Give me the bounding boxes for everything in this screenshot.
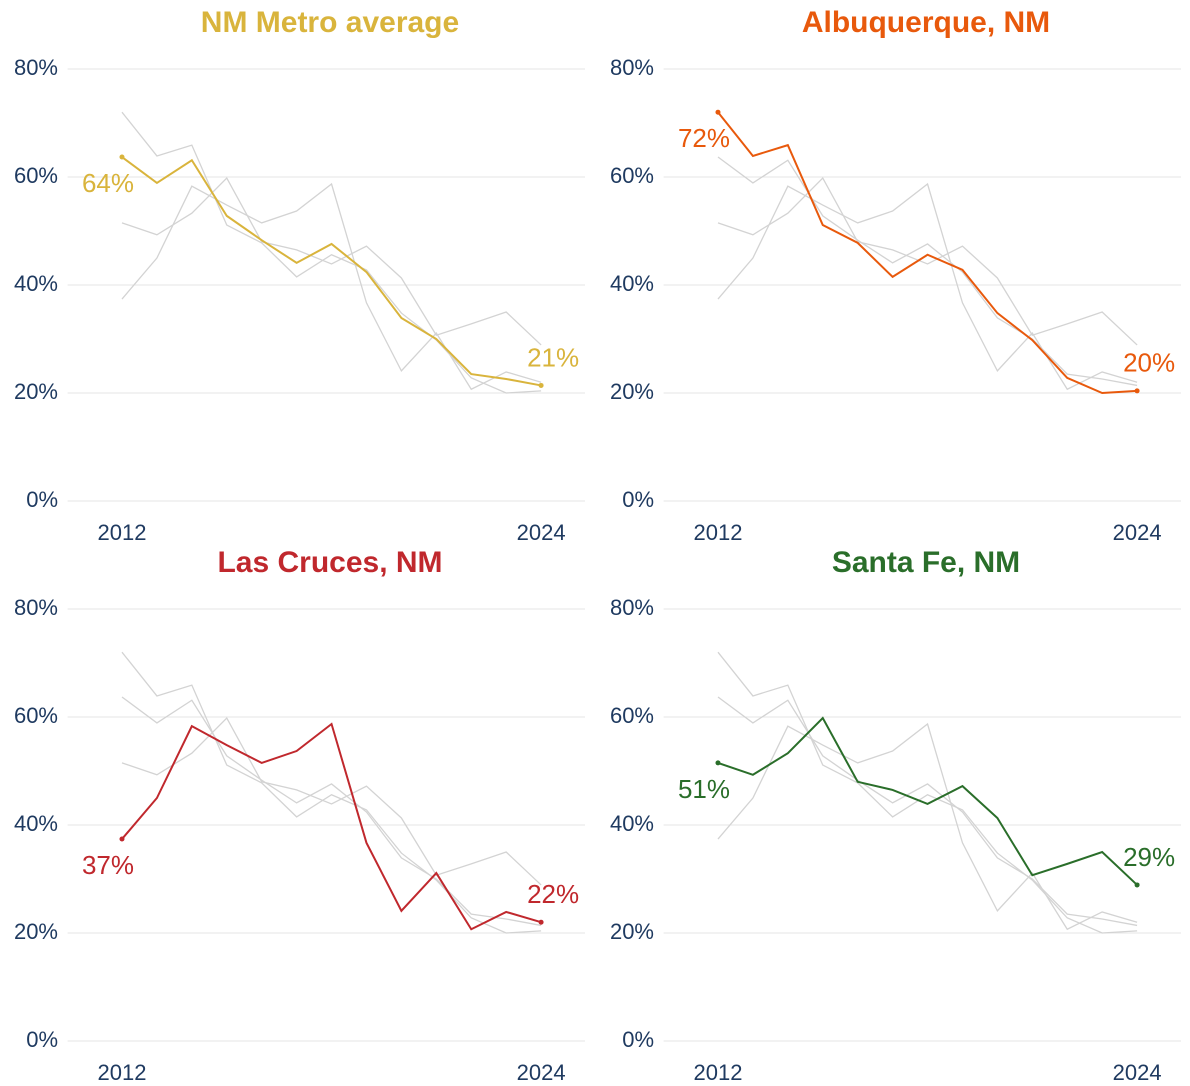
series-line	[121, 111, 542, 394]
series-line	[121, 177, 542, 346]
x-tick-label: 2012	[98, 520, 147, 545]
y-tick-label: 0%	[26, 487, 58, 512]
series-line	[717, 156, 1138, 387]
x-tick-label: 2024	[517, 1060, 566, 1085]
x-tick-label: 2012	[694, 520, 743, 545]
point	[538, 382, 544, 388]
point	[119, 836, 125, 842]
series-line	[717, 696, 1138, 927]
y-tick-label: 60%	[14, 703, 58, 728]
panel-title: NM Metro average	[201, 6, 459, 39]
y-tick-label: 40%	[14, 811, 58, 836]
data-label: 21%	[527, 342, 579, 372]
data-label: 20%	[1123, 348, 1175, 378]
series-line	[121, 717, 542, 886]
y-tick-label: 80%	[610, 595, 654, 620]
panel: NM Metro average 0% 20% 40% 60% 80% 2012 2024 64…	[14, 6, 585, 545]
series-line	[121, 722, 542, 931]
panel-title: Albuquerque, NM	[802, 6, 1050, 39]
data-label: 29%	[1123, 842, 1175, 872]
data-label: 37%	[82, 850, 134, 880]
x-tick-label: 2012	[98, 1060, 147, 1085]
panel: Santa Fe, NM 0% 20% 40% 60% 80% 2012 2024 51% 29%	[610, 546, 1181, 1085]
point	[119, 154, 125, 160]
panel: Albuquerque, NM 0% 20% 40% 60% 80% 2012 2024 72%…	[610, 6, 1181, 545]
point	[715, 109, 721, 115]
y-tick-label: 20%	[610, 919, 654, 944]
y-tick-label: 60%	[610, 703, 654, 728]
data-label: 22%	[527, 879, 579, 909]
point	[1134, 388, 1140, 394]
y-tick-label: 40%	[14, 271, 58, 296]
y-tick-label: 80%	[14, 595, 58, 620]
series-line	[717, 177, 1138, 346]
y-tick-label: 20%	[610, 379, 654, 404]
x-tick-label: 2024	[1113, 520, 1162, 545]
series-line	[717, 716, 1138, 886]
y-tick-label: 20%	[14, 919, 58, 944]
y-tick-label: 80%	[610, 55, 654, 80]
x-tick-label: 2024	[517, 520, 566, 545]
series-line	[121, 651, 542, 934]
panel: Las Cruces, NM 0% 20% 40% 60% 80% 2012 2024 37% 2…	[14, 546, 585, 1085]
y-tick-label: 60%	[14, 163, 58, 188]
y-tick-label: 0%	[622, 487, 654, 512]
y-tick-label: 0%	[26, 1027, 58, 1052]
y-tick-label: 40%	[610, 271, 654, 296]
y-tick-label: 0%	[622, 1027, 654, 1052]
series-line	[717, 182, 1138, 391]
series-line	[717, 651, 1138, 934]
panel-title: Santa Fe, NM	[832, 546, 1020, 579]
x-tick-label: 2012	[694, 1060, 743, 1085]
series-line	[717, 111, 1138, 395]
x-tick-label: 2024	[1113, 1060, 1162, 1085]
y-tick-label: 40%	[610, 811, 654, 836]
point	[715, 760, 721, 766]
y-tick-label: 20%	[14, 379, 58, 404]
series-line	[121, 696, 542, 927]
data-label: 64%	[82, 168, 134, 198]
data-label: 51%	[678, 774, 730, 804]
point	[538, 919, 544, 925]
point	[1134, 882, 1140, 888]
series-line	[121, 182, 542, 391]
y-tick-label: 80%	[14, 55, 58, 80]
y-tick-label: 60%	[610, 163, 654, 188]
series-line	[717, 722, 1138, 931]
series-line	[121, 156, 542, 387]
data-label: 72%	[678, 123, 730, 153]
panel-title: Las Cruces, NM	[217, 546, 442, 579]
